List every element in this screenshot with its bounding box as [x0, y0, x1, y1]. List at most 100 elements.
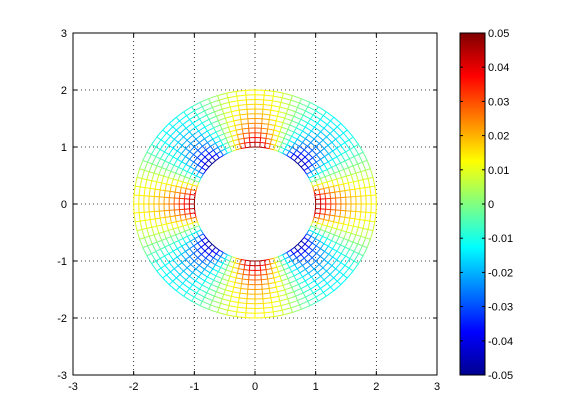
- mesh-edge: [144, 220, 148, 229]
- mesh-edge: [308, 134, 315, 140]
- mesh-edge: [260, 264, 266, 267]
- mesh-edge: [276, 140, 283, 144]
- mesh-edge: [182, 119, 190, 125]
- mesh-edge: [144, 235, 150, 239]
- mesh-edge: [287, 275, 295, 280]
- mesh-edge: [217, 95, 220, 101]
- mesh-edge: [140, 219, 146, 222]
- mesh-edge: [227, 276, 231, 281]
- mesh-edge: [303, 233, 308, 238]
- mesh-edge: [193, 292, 198, 298]
- mesh-edge: [221, 129, 225, 134]
- mesh-edge: [177, 245, 182, 250]
- mesh-edge: [229, 296, 232, 302]
- mesh-edge: [208, 240, 213, 245]
- mesh-edge: [313, 227, 317, 233]
- colorbar-gradient: [459, 32, 486, 376]
- mesh-edge: [173, 265, 179, 270]
- mesh-edge: [262, 292, 271, 295]
- colorbar-tick-label: -0.01: [488, 233, 513, 245]
- mesh-edge: [347, 167, 352, 175]
- mesh-edge: [208, 159, 213, 165]
- mesh-edge: [326, 220, 330, 227]
- mesh-edge: [162, 123, 170, 131]
- mesh-edge: [335, 268, 340, 273]
- mesh-edge: [182, 238, 187, 244]
- mesh-edge: [328, 153, 333, 160]
- mesh-edge: [190, 212, 196, 215]
- mesh-edge: [242, 133, 245, 139]
- mesh-edge: [273, 277, 276, 283]
- mesh-edge: [300, 149, 305, 154]
- mesh-edge: [177, 158, 182, 163]
- mesh-edge: [328, 245, 333, 250]
- mesh-edge: [319, 264, 324, 269]
- mesh-edge: [310, 231, 314, 237]
- mesh-edge: [186, 267, 193, 274]
- mesh-edge: [226, 310, 229, 315]
- mesh-edge: [304, 153, 309, 158]
- mesh-edge: [220, 137, 227, 141]
- mesh-edge: [218, 97, 228, 101]
- mesh-edge: [323, 148, 330, 155]
- mesh-edge: [164, 255, 170, 263]
- mesh-edge: [323, 219, 329, 222]
- mesh-edge: [328, 150, 333, 155]
- mesh-edge: [344, 240, 349, 248]
- mesh-edge: [308, 272, 312, 278]
- mesh-edge: [279, 146, 286, 150]
- mesh-edge: [307, 296, 316, 302]
- mesh-edge: [312, 217, 315, 222]
- mesh-edge: [290, 99, 300, 104]
- mesh-edge: [285, 294, 289, 300]
- mesh-edge: [192, 280, 196, 286]
- mesh-edge: [319, 139, 324, 144]
- mesh-edge: [271, 138, 277, 142]
- mesh-edge: [302, 142, 308, 147]
- mesh-edge: [179, 270, 184, 275]
- mesh-edge: [198, 177, 202, 183]
- mesh-edge: [316, 248, 321, 254]
- mesh-edge: [307, 261, 312, 266]
- mesh-edge: [308, 157, 313, 162]
- mesh-edge: [218, 99, 222, 105]
- mesh-edge: [158, 233, 163, 241]
- mesh-edge: [155, 139, 162, 148]
- mesh-edge: [172, 256, 178, 261]
- mesh-edge: [308, 254, 313, 259]
- mesh-edge: [357, 236, 362, 245]
- mesh-edge: [358, 151, 364, 155]
- mesh-edge: [310, 235, 316, 240]
- mesh-edge: [345, 151, 351, 159]
- mesh-edge: [315, 256, 321, 262]
- mesh-edge: [159, 151, 165, 159]
- mesh-edge: [179, 274, 187, 281]
- mesh-edge: [189, 146, 195, 152]
- mesh-edge: [182, 181, 188, 184]
- mesh-edge: [300, 114, 304, 120]
- mesh-edge: [317, 233, 323, 237]
- mesh-edge: [360, 228, 364, 237]
- mesh-edge: [204, 247, 209, 252]
- mesh-edge: [313, 216, 320, 219]
- mesh-edge: [237, 297, 240, 303]
- mesh-edge: [323, 238, 328, 244]
- mesh-edge: [224, 254, 228, 260]
- mesh-edge: [237, 105, 240, 111]
- mesh-edge: [162, 277, 170, 285]
- mesh-edge: [215, 157, 220, 162]
- mesh-edge: [151, 173, 155, 181]
- mesh-edge: [194, 179, 200, 183]
- mesh-edge: [323, 286, 331, 293]
- mesh-edge: [139, 237, 145, 240]
- mesh-edge: [172, 228, 177, 236]
- mesh-edge: [261, 127, 268, 130]
- mesh-edge: [133, 212, 136, 222]
- mesh-edge: [223, 269, 227, 275]
- mesh-edge: [225, 137, 229, 143]
- mesh-edge: [282, 118, 286, 123]
- mesh-edge: [173, 159, 178, 166]
- mesh-edge: [175, 290, 184, 297]
- mesh-edge: [243, 269, 250, 271]
- mesh-edge: [296, 149, 302, 154]
